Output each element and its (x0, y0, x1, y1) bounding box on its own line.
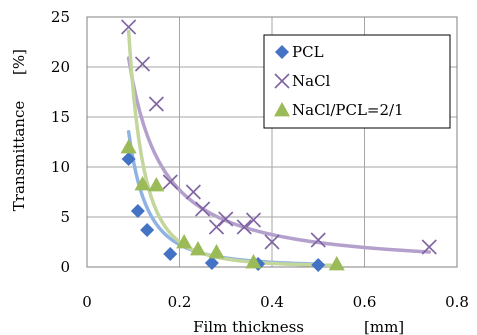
data-point-s1-4 (185, 184, 201, 200)
y-axis-unit: [%] (10, 49, 28, 75)
x-axis-ticks: 0 0.2 0.4 0.6 0.8 (82, 293, 469, 311)
y-tick-label-2: 10 (51, 158, 70, 176)
x-tick-label-4: 0.8 (445, 293, 469, 311)
y-axis-ticks: 0 5 10 15 20 25 (51, 8, 70, 276)
data-point-s2-2 (148, 177, 165, 192)
data-point-s2-0 (120, 139, 137, 154)
y-tick-label-3: 15 (51, 108, 70, 126)
y-tick-label-1: 5 (60, 208, 70, 226)
data-point-s0-0 (121, 152, 136, 166)
data-point-s1-11 (310, 232, 326, 248)
data-point-s1-5 (195, 201, 211, 217)
y-tick-label-5: 25 (51, 8, 70, 26)
data-point-s0-6 (311, 258, 326, 272)
data-point-s1-0 (121, 19, 137, 35)
data-point-s1-10 (264, 234, 280, 250)
data-point-s1-12 (421, 239, 437, 255)
data-point-s1-1 (134, 56, 151, 72)
data-point-s2-3 (176, 234, 193, 249)
data-point-s1-2 (148, 96, 164, 112)
x-axis-title: Film thickness (193, 318, 304, 335)
plot-frame (86, 16, 458, 268)
data-point-s0-1 (130, 204, 145, 218)
legend-label-nacl: NaCl (292, 72, 331, 90)
data-point-s1-7 (218, 211, 234, 227)
legend-label-nacl-pcl-blend: NaCl/PCL=2/1 (292, 101, 404, 119)
data-point-s1-9 (245, 212, 262, 228)
legend-label-pcl: PCL (292, 43, 324, 61)
x-tick-label-2: 0.4 (260, 293, 284, 311)
data-point-s2-4 (190, 241, 206, 256)
data-point-s2-7 (328, 256, 345, 271)
x-tick-label-1: 0.2 (168, 293, 192, 311)
data-markers (120, 19, 437, 272)
trendline-2 (126, 29, 339, 268)
legend-symbols (274, 45, 290, 117)
y-axis-title: Transmittance (10, 101, 28, 212)
legend: PCL NaCl NaCl/PCL=2/1 (263, 34, 451, 129)
data-point-s1-3 (162, 174, 178, 190)
x-axis-unit: [mm] (364, 318, 404, 335)
y-tick-label-4: 20 (51, 58, 70, 76)
x-tick-label-3: 0.6 (353, 293, 377, 311)
data-point-s2-6 (245, 254, 262, 269)
legend-marker-1 (274, 73, 290, 89)
x-tick-label-0: 0 (82, 293, 92, 311)
data-point-s1-6 (208, 219, 225, 235)
data-point-s2-5 (208, 244, 225, 259)
data-point-s0-4 (204, 256, 219, 270)
trendline-0 (126, 130, 320, 266)
data-point-s0-2 (140, 223, 155, 237)
y-tick-label-0: 0 (60, 258, 70, 276)
data-point-s0-3 (163, 247, 178, 261)
data-point-s1-8 (236, 219, 252, 235)
legend-box (263, 34, 451, 129)
data-point-s2-1 (134, 176, 151, 191)
legend-marker-0 (275, 45, 289, 59)
legend-marker-2 (274, 102, 290, 117)
